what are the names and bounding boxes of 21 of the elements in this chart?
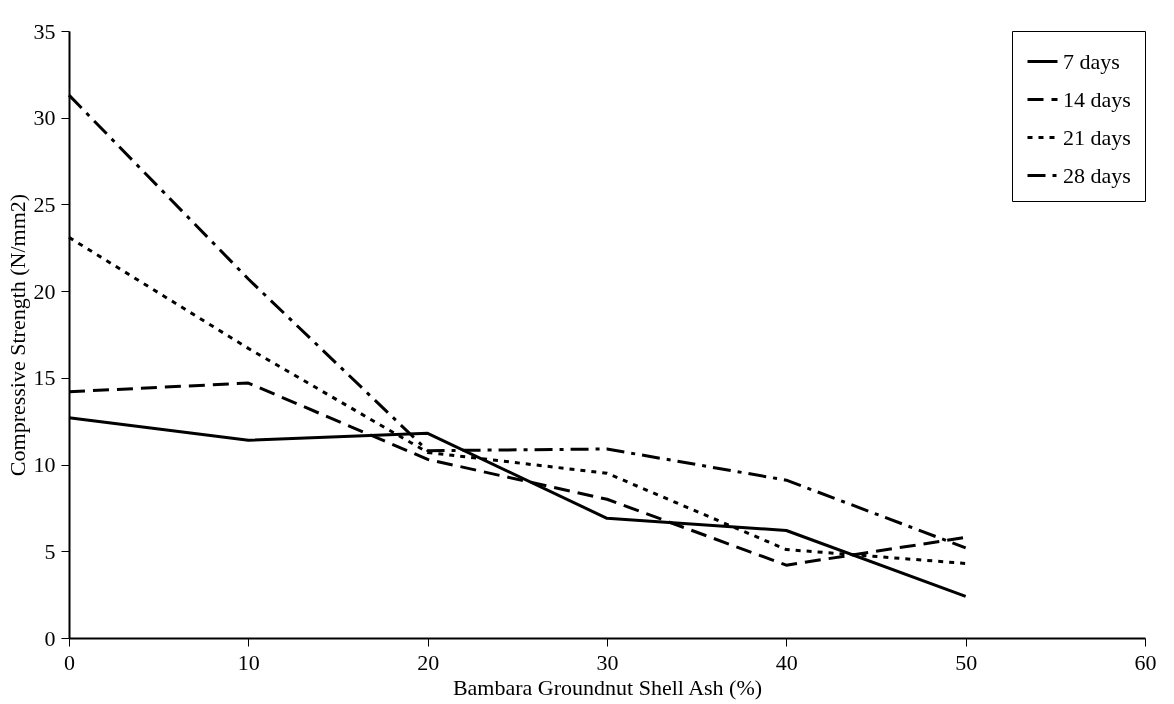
x-tick-label: 40 [775,649,798,675]
legend-label: 7 days [1063,48,1120,74]
y-tick-label: 20 [33,278,56,304]
legend-label: 21 days [1063,124,1131,150]
legend-label: 14 days [1063,86,1131,112]
x-axis-title: Bambara Groundnut Shell Ash (%) [452,674,763,700]
y-tick-label: 25 [33,191,56,217]
y-tick-label: 0 [44,625,56,651]
y-axis-title: Compressive Strength (N/mm2) [4,193,30,477]
y-tick-label: 35 [33,18,56,44]
x-tick-label: 60 [1134,649,1157,675]
y-tick-label: 30 [33,105,56,131]
y-tick-label: 10 [33,452,56,478]
y-tick-label: 5 [44,538,56,564]
x-tick-label: 10 [237,649,260,675]
x-tick-label: 0 [64,649,75,675]
legend-label: 28 days [1063,162,1131,188]
x-tick-label: 20 [417,649,440,675]
x-tick-label: 30 [596,649,619,675]
y-tick-label: 15 [33,365,56,391]
x-tick-label: 50 [955,649,978,675]
